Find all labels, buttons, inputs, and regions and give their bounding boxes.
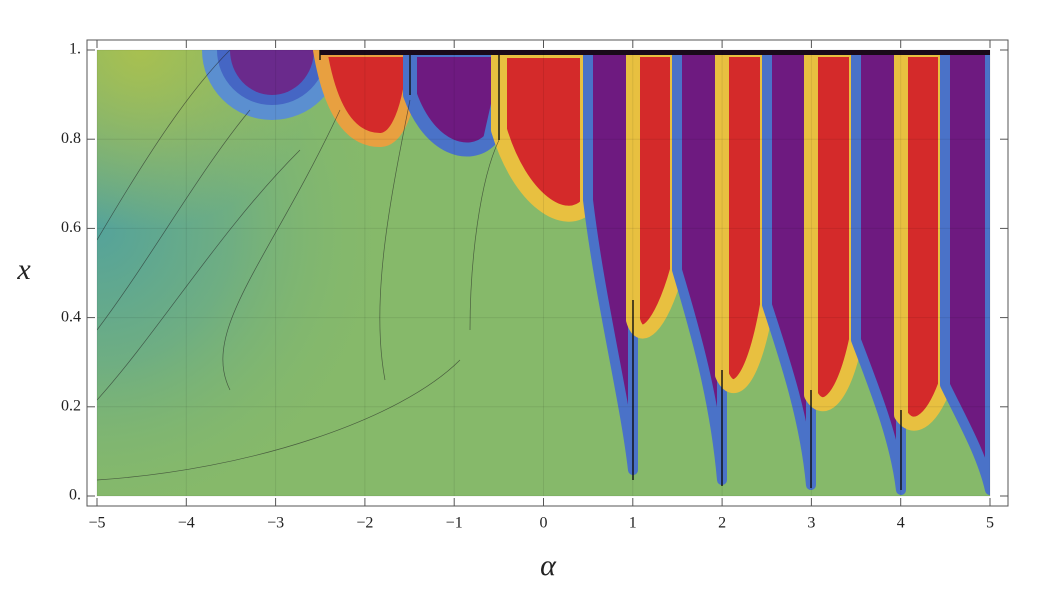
x-tick-label: 5 <box>986 515 994 532</box>
x-axis-label: α <box>540 549 557 582</box>
x-tick-label: −1 <box>446 515 463 532</box>
y-tick-label: 1. <box>69 41 81 58</box>
x-tick-label: 3 <box>807 515 815 532</box>
y-tick-label: 0.4 <box>61 308 81 325</box>
x-tick-label: −2 <box>356 515 373 532</box>
x-tick-label: −3 <box>267 515 284 532</box>
y-axis-label: x <box>16 253 31 286</box>
x-tick-label: 2 <box>718 515 726 532</box>
x-tick-label: 1 <box>629 515 637 532</box>
y-tick-label: 0.8 <box>61 130 81 147</box>
frame <box>86 39 1009 507</box>
y-tick-label: 0.2 <box>61 397 81 414</box>
y-tick-label: 0.6 <box>61 219 81 236</box>
y-tick-label: 0. <box>69 487 81 504</box>
x-tick-label: −5 <box>88 515 105 532</box>
x-tick-label: 0 <box>540 515 548 532</box>
contour-field <box>97 50 990 496</box>
x-tick-label: −4 <box>178 515 195 532</box>
x-tick-label: 4 <box>897 515 905 532</box>
